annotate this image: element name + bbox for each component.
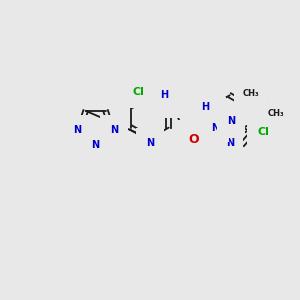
- Text: CH₃: CH₃: [242, 89, 259, 98]
- Text: Cl: Cl: [258, 127, 270, 137]
- Text: O: O: [257, 98, 268, 111]
- Text: N: N: [212, 123, 220, 133]
- Text: N: N: [226, 138, 234, 148]
- Text: O: O: [189, 133, 200, 146]
- Text: NH: NH: [155, 96, 173, 106]
- Text: H: H: [160, 90, 168, 100]
- Text: N: N: [146, 138, 154, 148]
- Text: N: N: [73, 125, 81, 135]
- Text: H: H: [202, 102, 210, 112]
- Text: N: N: [92, 140, 100, 150]
- Text: CH₃: CH₃: [268, 109, 285, 118]
- Text: N: N: [227, 116, 235, 127]
- Text: N: N: [110, 125, 118, 135]
- Text: Cl: Cl: [132, 87, 144, 97]
- Text: NH: NH: [196, 108, 215, 118]
